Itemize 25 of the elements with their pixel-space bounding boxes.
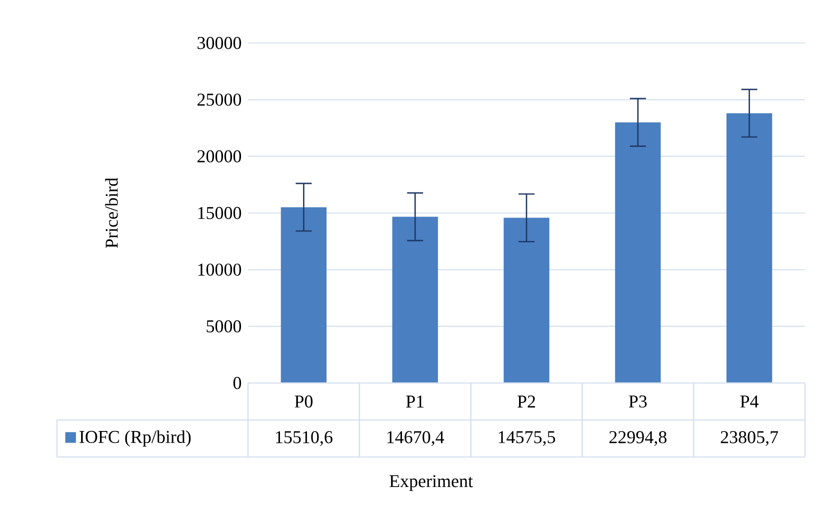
y-tick-label: 5000: [206, 320, 242, 332]
x-tick-label: P2: [518, 396, 536, 408]
y-tick-label: 30000: [198, 36, 242, 50]
y-tick-label: 10000: [198, 264, 242, 276]
y-tick-label: 25000: [198, 94, 242, 106]
x-tick-label: P1: [406, 396, 424, 408]
y-tick-label: 20000: [198, 150, 242, 162]
x-axis-title: Experiment: [390, 475, 473, 491]
bar: [504, 218, 550, 383]
data-label: 22994,8: [609, 431, 666, 446]
legend-label: IOFC (Rp/bird): [80, 430, 191, 447]
bar: [392, 216, 438, 383]
x-tick-label: P0: [294, 395, 313, 408]
bar: [615, 122, 661, 383]
bar: [280, 207, 327, 383]
y-axis-title: Price/bird: [105, 178, 118, 248]
y-tick-label: 0: [233, 376, 242, 390]
data-label: 14575,5: [498, 431, 556, 446]
x-tick-label: P3: [628, 395, 647, 408]
bar: [726, 113, 772, 383]
data-label: 15510,6: [276, 431, 332, 446]
data-label: 14670,4: [387, 431, 444, 446]
data-label: 23805,7: [720, 431, 778, 446]
x-tick-label: P4: [740, 396, 759, 408]
y-tick-label: 15000: [198, 206, 242, 220]
